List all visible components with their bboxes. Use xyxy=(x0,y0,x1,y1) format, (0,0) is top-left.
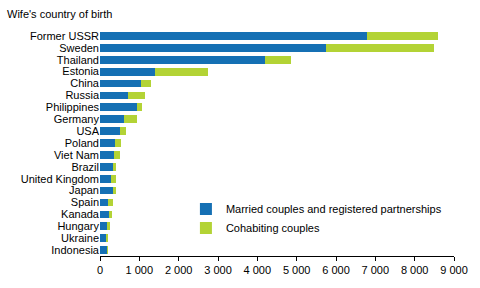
svg-text:Brazil: Brazil xyxy=(71,161,99,173)
svg-text:Former USSR: Former USSR xyxy=(30,30,99,42)
svg-text:Spain: Spain xyxy=(71,196,99,208)
svg-text:6 000: 6 000 xyxy=(322,264,350,276)
svg-text:4 000: 4 000 xyxy=(244,264,272,276)
svg-text:China: China xyxy=(70,77,100,89)
svg-text:Germany: Germany xyxy=(54,113,100,125)
svg-text:2 000: 2 000 xyxy=(165,264,193,276)
svg-text:7 000: 7 000 xyxy=(362,264,390,276)
svg-text:Viet Nam: Viet Nam xyxy=(54,149,99,161)
svg-text:Philippines: Philippines xyxy=(46,101,100,113)
svg-text:1 000: 1 000 xyxy=(126,264,154,276)
svg-text:United Kingdom: United Kingdom xyxy=(21,173,99,185)
svg-text:5 000: 5 000 xyxy=(283,264,311,276)
svg-text:3 000: 3 000 xyxy=(204,264,232,276)
svg-text:Poland: Poland xyxy=(65,137,99,149)
svg-text:9 000: 9 000 xyxy=(440,264,468,276)
svg-text:Sweden: Sweden xyxy=(59,42,99,54)
svg-text:Wife's country of birth: Wife's country of birth xyxy=(7,8,112,20)
svg-text:USA: USA xyxy=(76,125,99,137)
svg-text:Indonesia: Indonesia xyxy=(51,244,100,256)
svg-text:Ukraine: Ukraine xyxy=(61,232,99,244)
svg-text:Married couples and registered: Married couples and registered partnersh… xyxy=(226,203,442,215)
svg-text:Kanada: Kanada xyxy=(61,208,100,220)
svg-text:Japan: Japan xyxy=(69,184,99,196)
svg-text:Estonia: Estonia xyxy=(62,65,100,77)
svg-text:8 000: 8 000 xyxy=(401,264,429,276)
svg-text:Hungary: Hungary xyxy=(57,220,99,232)
svg-text:Thailand: Thailand xyxy=(57,54,99,66)
svg-text:0: 0 xyxy=(97,264,103,276)
svg-text:Russia: Russia xyxy=(65,89,100,101)
svg-text:Cohabiting couples: Cohabiting couples xyxy=(226,222,320,234)
